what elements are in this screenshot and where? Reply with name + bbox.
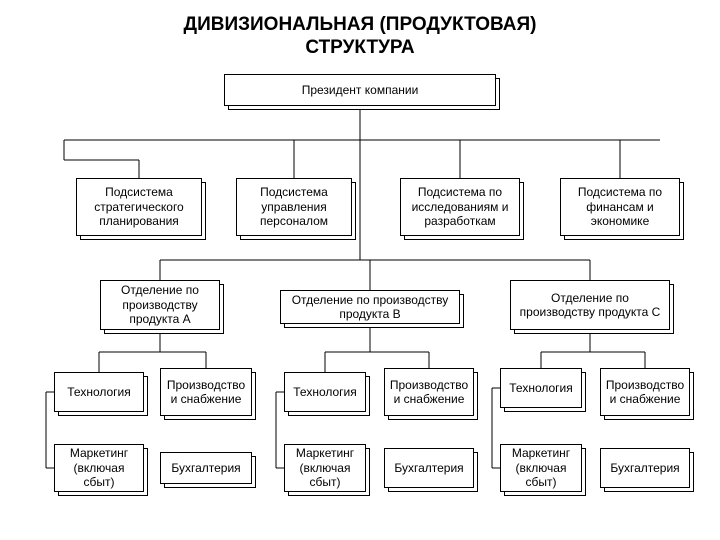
box-sub4: Подсистема по финансам и экономике [560, 178, 680, 236]
diagram-title: ДИВИЗИОНАЛЬНАЯ (ПРОДУКТОВАЯ) СТРУКТУРА [0, 0, 720, 60]
box-divB: Отделение по производству продукта В [280, 290, 460, 324]
box-a2: Производство и снабжение [160, 368, 252, 416]
box-b2: Производство и снабжение [384, 368, 474, 416]
box-a4: Бухгалтерия [160, 452, 252, 484]
box-b3: Маркетинг (включая сбыт) [284, 444, 366, 492]
box-b1: Технология [284, 372, 366, 412]
title-line-1: ДИВИЗИОНАЛЬНАЯ (ПРОДУКТОВАЯ) [184, 14, 537, 35]
box-sub2: Подсистема управления персоналом [236, 178, 352, 236]
box-president: Президент компании [224, 74, 496, 106]
box-a3: Маркетинг (включая сбыт) [54, 444, 144, 492]
box-c2: Производство и снабжение [600, 368, 690, 416]
box-c4: Бухгалтерия [600, 448, 690, 488]
box-sub1: Подсистема стратегического планирования [76, 178, 202, 236]
box-c3: Маркетинг (включая сбыт) [500, 444, 582, 492]
title-line-2: СТРУКТУРА [305, 37, 414, 58]
box-b4: Бухгалтерия [384, 448, 474, 488]
box-sub3: Подсистема по исследованиям и разработка… [400, 178, 520, 236]
box-divA: Отделение по производству продукта А [100, 280, 220, 330]
box-a1: Технология [54, 372, 144, 412]
box-c1: Технология [500, 368, 582, 408]
box-divC: Отделение по производству продукта С [510, 280, 670, 330]
